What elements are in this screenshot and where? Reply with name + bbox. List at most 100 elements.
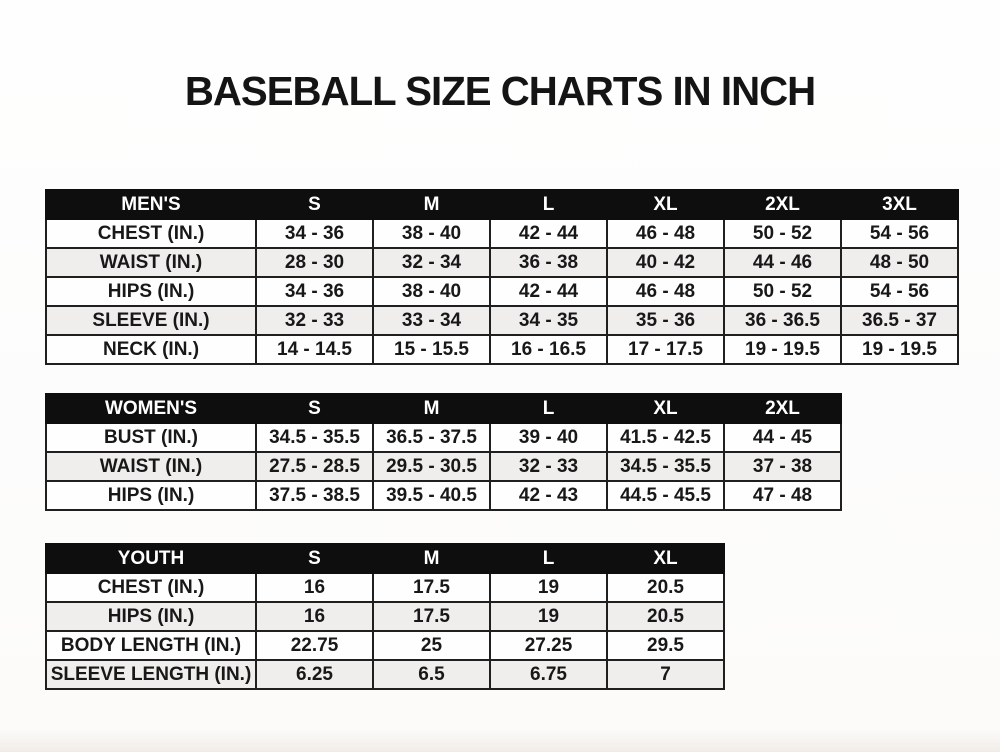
measure-value-cell: 50 - 52 — [723, 218, 842, 249]
measure-value-cell: 6.75 — [489, 659, 608, 690]
measure-value-cell: 19 - 19.5 — [840, 334, 959, 365]
measure-value-cell: 6.25 — [255, 659, 374, 690]
measure-label-cell: CHEST (IN.) — [45, 218, 257, 249]
measure-value-cell: 32 - 33 — [489, 451, 608, 482]
womens-size-header-cell: XL — [606, 393, 725, 424]
womens-size-header-cell: 2XL — [723, 393, 842, 424]
mens-measure-row: NECK (IN.) 14 - 14.5 15 - 15.5 16 - 16.5 17 … — [45, 334, 959, 365]
measure-value-cell: 16 — [255, 572, 374, 603]
youth-size-table: YOUTH S M L XL CHEST (IN.) 16 17.5 19 20.5 HIPS (I… — [45, 543, 725, 690]
measure-value-cell: 36 - 36.5 — [723, 305, 842, 336]
measure-label-cell: SLEEVE LENGTH (IN.) — [45, 659, 257, 690]
measure-label-cell: HIPS (IN.) — [45, 276, 257, 307]
measure-value-cell: 39.5 - 40.5 — [372, 480, 491, 511]
measure-value-cell: 16 - 16.5 — [489, 334, 608, 365]
womens-size-header-cell: S — [255, 393, 374, 424]
womens-size-header-cell: M — [372, 393, 491, 424]
womens-measure-row: BUST (IN.) 34.5 - 35.5 36.5 - 37.5 39 - 40 4… — [45, 422, 842, 453]
measure-value-cell: 35 - 36 — [606, 305, 725, 336]
mens-table-title-cell: MEN'S — [45, 189, 257, 220]
mens-size-header-cell: M — [372, 189, 491, 220]
measure-value-cell: 19 — [489, 601, 608, 632]
womens-size-header-cell: L — [489, 393, 608, 424]
measure-value-cell: 6.5 — [372, 659, 491, 690]
mens-size-header-cell: 3XL — [840, 189, 959, 220]
measure-value-cell: 17.5 — [372, 572, 491, 603]
mens-size-table: MEN'S S M L XL 2XL 3XL CHEST (IN.) 34 - 36 38 - 4… — [45, 189, 959, 365]
measure-value-cell: 37 - 38 — [723, 451, 842, 482]
measure-value-cell: 28 - 30 — [255, 247, 374, 278]
measure-label-cell: CHEST (IN.) — [45, 572, 257, 603]
measure-value-cell: 44 - 45 — [723, 422, 842, 453]
measure-value-cell: 20.5 — [606, 572, 725, 603]
measure-value-cell: 41.5 - 42.5 — [606, 422, 725, 453]
measure-value-cell: 44 - 46 — [723, 247, 842, 278]
measure-value-cell: 54 - 56 — [840, 276, 959, 307]
measure-value-cell: 42 - 44 — [489, 218, 608, 249]
measure-value-cell: 25 — [372, 630, 491, 661]
youth-size-header-cell: S — [255, 543, 374, 574]
measure-label-cell: NECK (IN.) — [45, 334, 257, 365]
measure-value-cell: 50 - 52 — [723, 276, 842, 307]
measure-value-cell: 40 - 42 — [606, 247, 725, 278]
measure-value-cell: 32 - 33 — [255, 305, 374, 336]
mens-measure-row: SLEEVE (IN.) 32 - 33 33 - 34 34 - 35 35 - 36… — [45, 305, 959, 336]
measure-label-cell: BUST (IN.) — [45, 422, 257, 453]
womens-table-title-cell: WOMEN'S — [45, 393, 257, 424]
page-title: BASEBALL SIZE CHARTS IN INCH — [184, 68, 816, 114]
measure-value-cell: 39 - 40 — [489, 422, 608, 453]
youth-measure-row: CHEST (IN.) 16 17.5 19 20.5 — [45, 572, 725, 603]
measure-value-cell: 42 - 43 — [489, 480, 608, 511]
measure-value-cell: 34 - 35 — [489, 305, 608, 336]
measure-value-cell: 38 - 40 — [372, 276, 491, 307]
measure-value-cell: 17.5 — [372, 601, 491, 632]
size-tables-container: MEN'S S M L XL 2XL 3XL CHEST (IN.) 34 - 36 38 - 4… — [45, 189, 1000, 690]
measure-value-cell: 46 - 48 — [606, 218, 725, 249]
measure-label-cell: WAIST (IN.) — [45, 247, 257, 278]
measure-label-cell: WAIST (IN.) — [45, 451, 257, 482]
mens-measure-row: CHEST (IN.) 34 - 36 38 - 40 42 - 44 46 - 48 5… — [45, 218, 959, 249]
measure-value-cell: 29.5 — [606, 630, 725, 661]
measure-value-cell: 34 - 36 — [255, 218, 374, 249]
measure-label-cell: SLEEVE (IN.) — [45, 305, 257, 336]
measure-value-cell: 14 - 14.5 — [255, 334, 374, 365]
measure-value-cell: 42 - 44 — [489, 276, 608, 307]
youth-size-header-cell: XL — [606, 543, 725, 574]
measure-value-cell: 48 - 50 — [840, 247, 959, 278]
measure-value-cell: 32 - 34 — [372, 247, 491, 278]
measure-value-cell: 37.5 - 38.5 — [255, 480, 374, 511]
measure-value-cell: 19 — [489, 572, 608, 603]
youth-table-title-cell: YOUTH — [45, 543, 257, 574]
measure-value-cell: 34.5 - 35.5 — [255, 422, 374, 453]
measure-value-cell: 34.5 - 35.5 — [606, 451, 725, 482]
mens-size-header-cell: S — [255, 189, 374, 220]
measure-value-cell: 36.5 - 37 — [840, 305, 959, 336]
measure-value-cell: 33 - 34 — [372, 305, 491, 336]
youth-size-header-cell: L — [489, 543, 608, 574]
youth-measure-row: HIPS (IN.) 16 17.5 19 20.5 — [45, 601, 725, 632]
mens-size-header-cell: 2XL — [723, 189, 842, 220]
measure-value-cell: 19 - 19.5 — [723, 334, 842, 365]
mens-size-header-cell: XL — [606, 189, 725, 220]
measure-label-cell: HIPS (IN.) — [45, 601, 257, 632]
youth-header-row: YOUTH S M L XL — [45, 543, 725, 574]
measure-value-cell: 36.5 - 37.5 — [372, 422, 491, 453]
measure-value-cell: 27.5 - 28.5 — [255, 451, 374, 482]
measure-value-cell: 17 - 17.5 — [606, 334, 725, 365]
womens-header-row: WOMEN'S S M L XL 2XL — [45, 393, 842, 424]
measure-value-cell: 15 - 15.5 — [372, 334, 491, 365]
measure-value-cell: 46 - 48 — [606, 276, 725, 307]
measure-label-cell: BODY LENGTH (IN.) — [45, 630, 257, 661]
measure-value-cell: 22.75 — [255, 630, 374, 661]
youth-measure-row: SLEEVE LENGTH (IN.) 6.25 6.5 6.75 7 — [45, 659, 725, 690]
measure-value-cell: 7 — [606, 659, 725, 690]
youth-measure-row: BODY LENGTH (IN.) 22.75 25 27.25 29.5 — [45, 630, 725, 661]
measure-value-cell: 47 - 48 — [723, 480, 842, 511]
youth-size-header-cell: M — [372, 543, 491, 574]
measure-value-cell: 29.5 - 30.5 — [372, 451, 491, 482]
measure-value-cell: 44.5 - 45.5 — [606, 480, 725, 511]
measure-value-cell: 16 — [255, 601, 374, 632]
mens-header-row: MEN'S S M L XL 2XL 3XL — [45, 189, 959, 220]
measure-value-cell: 34 - 36 — [255, 276, 374, 307]
